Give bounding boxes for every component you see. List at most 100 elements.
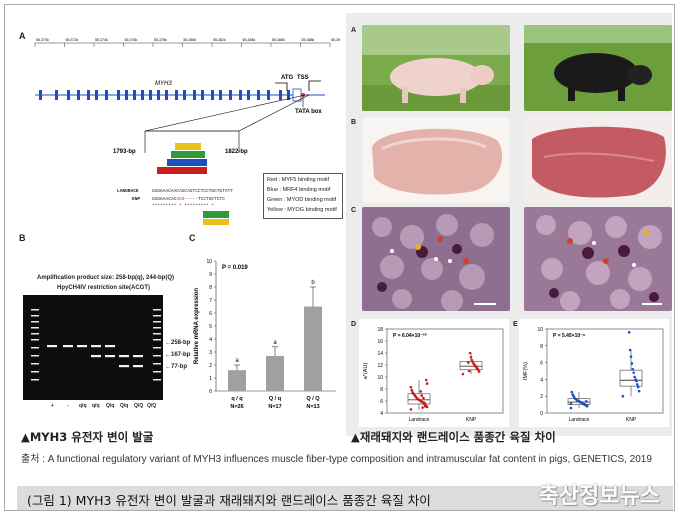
exon-box	[219, 90, 222, 100]
exon-box	[55, 90, 58, 100]
landrace-sequence: GGGGAACAACAGCAGTCCTCCTGCTGTATT	[152, 189, 234, 194]
data-point	[467, 361, 470, 364]
panel-label-b-right: B	[351, 119, 357, 126]
y-tick-label: 10	[377, 375, 383, 381]
data-point	[468, 351, 472, 355]
data-point	[628, 348, 632, 352]
ladder-band	[153, 333, 161, 335]
category-label: KNP	[626, 417, 637, 423]
data-point	[571, 393, 574, 396]
gel-band	[91, 355, 101, 358]
landrace-meat-photo	[362, 117, 510, 203]
panel-label-c-right: C	[351, 207, 357, 214]
category-label: Landrace	[569, 417, 590, 423]
knp-seq-tail: -----TCCTGCTCTC	[184, 197, 225, 202]
ruler-tick-label: 55,388k	[302, 38, 315, 42]
exon-box	[141, 90, 144, 100]
exon-box	[229, 90, 232, 100]
plot-frame	[386, 328, 504, 414]
knp-histology	[524, 207, 672, 311]
motif-bar-knp-yellow	[203, 219, 229, 225]
ladder-band	[153, 363, 161, 365]
gel-lane-label: +	[51, 403, 54, 409]
category-label: q / q	[231, 396, 242, 402]
atg-arrow	[275, 82, 288, 91]
significance-letter: b	[311, 280, 315, 286]
exon-box	[125, 90, 128, 100]
knp-seq-head: GGGGAACAC	[152, 197, 177, 202]
zoom-line-right	[238, 94, 310, 132]
exon-first	[292, 88, 302, 102]
figure-frame: A 55,370k 55,372k 55,374k 55,376k 55,378k 55,…	[4, 4, 675, 511]
ruler-tick-label: 55,374k	[95, 38, 108, 42]
ladder-band	[153, 347, 161, 349]
gel-band	[77, 345, 87, 348]
data-point	[424, 405, 427, 408]
bar-1	[266, 355, 284, 391]
landrace-histology	[362, 207, 510, 311]
p-value-label: P = 0.019	[222, 265, 248, 271]
gene-name-label: MYH3	[155, 81, 172, 87]
motif-bar-knp-green	[203, 211, 229, 218]
tss-arrow	[308, 80, 321, 91]
knp-meat-photo	[524, 117, 672, 203]
data-point	[585, 404, 589, 407]
p-value-label: P = 6.04×10⁻¹⁰	[393, 333, 426, 339]
ladder-band	[31, 327, 39, 329]
atg-label: ATG	[281, 75, 294, 81]
motif-bar	[171, 151, 205, 158]
data-point	[569, 406, 573, 410]
motif-bar	[175, 143, 201, 150]
legend-red: Red : MYF5 binding motif	[267, 177, 330, 183]
y-tick-label: 10	[206, 259, 212, 265]
y-tick-label: 1	[209, 376, 212, 382]
data-point	[627, 331, 631, 334]
exon-box	[77, 90, 80, 100]
band-label-167: ←167-bp	[165, 352, 191, 358]
gel-lane-label: Q/q	[106, 403, 115, 409]
y-tick-label: 18	[377, 327, 383, 333]
y-tick-label: 16	[377, 339, 383, 345]
knp-black-pig-photo	[524, 25, 672, 111]
ladder-band	[31, 347, 39, 349]
y-tick-label: 6	[209, 311, 212, 317]
gel-image	[23, 295, 163, 400]
significance-letter: a	[235, 358, 239, 364]
y-tick-label: 8	[540, 344, 543, 350]
gel-band	[119, 355, 129, 358]
data-point	[419, 390, 423, 393]
panel-label-c-left: C	[189, 233, 196, 243]
ruler-tick-label: 55,378k	[154, 38, 167, 42]
exon-box	[287, 90, 290, 100]
bar-chart: 0 1 2 3 4 5 6 7 8 9 10 Relative mRNA expression P = …	[194, 259, 336, 410]
ladder-band	[153, 327, 161, 329]
ruler-tick-label: 55,370k	[36, 38, 49, 42]
watermark-logo: 축산정보뉴스	[538, 484, 660, 509]
ruler-tick-label: 55,376k	[125, 38, 138, 42]
category-label: Q / Q	[306, 396, 320, 402]
gel-lane-label: -	[67, 403, 69, 409]
figure-title-bar: (그림 1) MYH3 유전자 변이 발굴과 재래돼지와 랜드레이스 품종간 육…	[17, 486, 673, 510]
ladder-band	[153, 309, 161, 311]
gel-lane-label: Q/Q	[147, 403, 157, 409]
bar-0	[228, 370, 246, 391]
exon-box	[133, 90, 136, 100]
knp-seq-deleted: ACG	[176, 197, 185, 202]
panel-label-d: D	[351, 321, 357, 328]
ladder-band	[31, 309, 39, 311]
a-star-boxplot: 4 6 8 10 12 14 16 18 a*(AU) P = 6.04×10⁻¹⁰ Landrac…	[359, 319, 509, 427]
tata-marker	[301, 93, 305, 97]
exon-box	[175, 90, 178, 100]
motif-legend: Red : MYF5 binding motif Blue : MRF4 bin…	[263, 173, 343, 219]
data-point	[409, 385, 413, 389]
exon-box	[211, 90, 214, 100]
ladder-band	[31, 363, 39, 365]
y-tick-label: 4	[380, 411, 383, 417]
caption-left: ▲MYH3 유전자 변이 발굴	[21, 430, 154, 444]
ladder-band	[31, 355, 39, 357]
data-point	[636, 383, 639, 386]
box	[619, 369, 643, 387]
panel-label-b-left: B	[19, 233, 26, 243]
legend-yellow: Yellow : MYOG binding motif	[267, 207, 337, 213]
data-point	[411, 391, 414, 394]
